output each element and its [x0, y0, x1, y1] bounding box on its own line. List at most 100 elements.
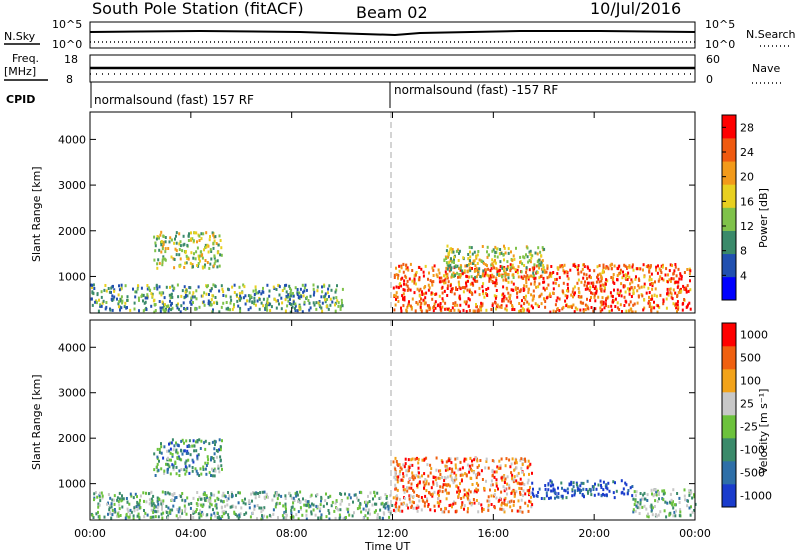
velocity-echo-cell: [187, 502, 190, 506]
velocity-echo-cell: [422, 499, 425, 503]
power-echo-cell: [312, 301, 315, 305]
power-echo-cell: [585, 273, 588, 277]
velocity-echo-cell: [155, 505, 158, 509]
power-echo-cell: [530, 282, 533, 286]
power-echo-cell: [337, 301, 340, 305]
power-echo-cell: [142, 309, 145, 313]
velocity-echo-cell: [109, 504, 112, 508]
velocity-echo-cell: [510, 462, 513, 466]
power-echo-cell: [648, 299, 650, 303]
velocity-echo-cell: [443, 479, 446, 483]
power-echo-cell: [628, 292, 631, 296]
velocity-echo-cell: [657, 513, 660, 517]
velocity-echo-cell: [358, 504, 361, 508]
power-echo-cell: [395, 297, 397, 301]
velocity-echo-cell: [158, 498, 161, 501]
velocity-echo-cell: [185, 512, 188, 516]
power-echo-cell: [218, 289, 221, 293]
velocity-echo-cell: [545, 494, 548, 498]
velocity-echo-cell: [503, 479, 506, 483]
velocity-echo-cell: [213, 439, 216, 443]
power-echo-cell: [192, 265, 194, 269]
power-echo-cell: [506, 272, 509, 276]
power-echo-cell: [402, 288, 405, 292]
velocity-echo-cell: [441, 460, 444, 464]
power-echo-cell: [321, 309, 324, 313]
power-echo-cell: [689, 307, 692, 311]
power-echo-cell: [161, 263, 164, 267]
power-echo-cell: [443, 274, 445, 278]
power-echo-cell: [239, 309, 242, 313]
velocity-echo-cell: [444, 468, 447, 472]
power-echo-cell: [675, 280, 678, 284]
velocity-echo-cell: [510, 471, 513, 475]
velocity-echo-cell: [432, 480, 435, 484]
power-echo-cell: [450, 287, 453, 291]
power-echo-cell: [528, 259, 531, 262]
power-echo-cell: [677, 307, 679, 311]
power-echo-cell: [520, 275, 523, 279]
velocity-echo-cell: [449, 503, 452, 507]
velocity-echo-cell: [308, 503, 311, 507]
velocity-colorbar-swatch: [722, 323, 736, 347]
velocity-echo-cell: [670, 498, 673, 502]
velocity-echo-cell: [602, 492, 604, 496]
power-echo-cell: [209, 289, 212, 293]
power-echo-cell: [502, 296, 505, 299]
power-echo-cell: [548, 275, 551, 279]
power-echo-cell: [264, 306, 267, 310]
power-echo-cell: [453, 261, 455, 264]
velocity-echo-cell: [475, 456, 477, 460]
power-echo-cell: [104, 284, 107, 287]
power-echo-cell: [618, 308, 621, 311]
power-echo-cell: [603, 270, 605, 274]
velocity-echo-cell: [493, 506, 496, 510]
velocity-echo-cell: [399, 466, 402, 470]
power-echo-cell: [458, 286, 461, 289]
power-echo-cell: [637, 277, 640, 281]
power-echo-cell: [449, 263, 452, 267]
power-echo-cell: [600, 277, 603, 280]
velocity-echo-cell: [580, 489, 583, 493]
power-echo-cell: [323, 295, 326, 299]
power-echo-cell: [493, 266, 496, 270]
velocity-ytick-label: 2000: [58, 432, 86, 445]
power-echo-cell: [531, 266, 534, 270]
power-echo-cell: [495, 267, 498, 271]
velocity-echo-cell: [113, 502, 116, 506]
power-echo-cell: [643, 298, 646, 302]
power-echo-cell: [183, 266, 186, 269]
velocity-echo-cell: [166, 456, 169, 460]
power-echo-cell: [631, 263, 634, 267]
velocity-echo-cell: [206, 513, 209, 517]
power-echo-cell: [199, 250, 202, 254]
power-echo-cell: [499, 260, 502, 264]
power-echo-cell: [648, 295, 650, 299]
power-echo-cell: [638, 286, 641, 290]
power-echo-cell: [511, 308, 514, 311]
power-echo-cell: [396, 295, 399, 299]
power-echo-cell: [645, 265, 648, 268]
velocity-echo-cell: [216, 511, 219, 515]
power-echo-cell: [215, 242, 218, 245]
velocity-echo-cell: [634, 499, 637, 503]
velocity-echo-cell: [524, 492, 527, 496]
velocity-echo-cell: [471, 463, 474, 467]
power-echo-cell: [669, 291, 672, 295]
power-echo-cell: [595, 280, 598, 284]
time-tick-label: 16:00: [477, 527, 509, 540]
power-echo-cell: [167, 304, 170, 308]
velocity-echo-cell: [214, 443, 216, 447]
velocity-echo-cell: [239, 512, 242, 516]
velocity-echo-cell: [454, 457, 457, 461]
velocity-echo-cell: [181, 438, 184, 442]
power-echo-cell: [653, 306, 656, 310]
velocity-echo-cell: [372, 497, 374, 501]
velocity-echo-cell: [506, 482, 509, 486]
power-echo-cell: [643, 282, 646, 286]
nsky-frame: [89, 21, 696, 49]
power-echo-cell: [610, 304, 613, 308]
velocity-echo-cell: [98, 493, 101, 497]
power-echo-cell: [583, 283, 586, 287]
power-echo-cell: [253, 302, 256, 306]
